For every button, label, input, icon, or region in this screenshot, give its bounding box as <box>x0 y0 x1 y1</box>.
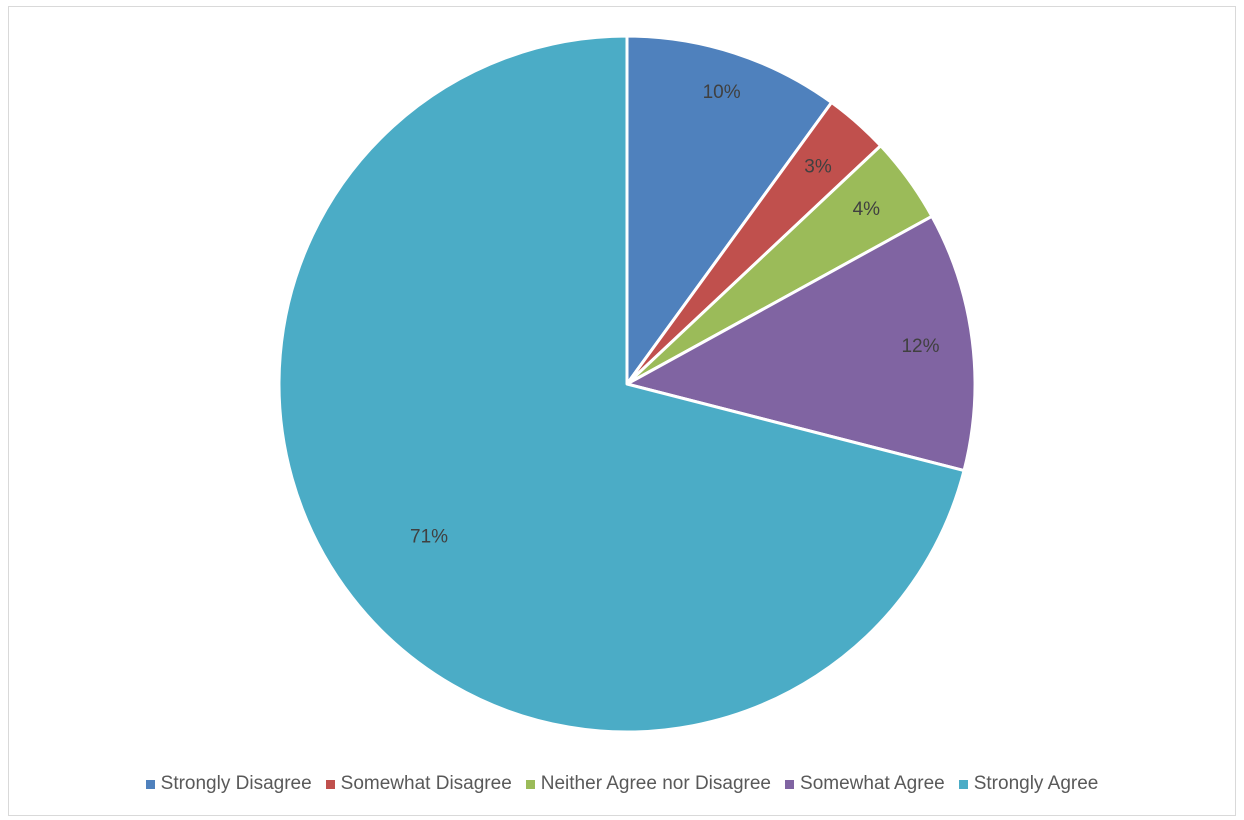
legend-label: Somewhat Agree <box>800 773 945 794</box>
legend-label: Strongly Disagree <box>160 773 312 794</box>
legend-item-strongly-agree: Strongly Agree <box>958 773 1099 795</box>
legend-swatch <box>785 779 795 789</box>
pie-slice-strongly-disagree <box>625 34 834 386</box>
data-label: 4% <box>853 199 881 220</box>
legend-item-somewhat-agree: Somewhat Agree <box>785 773 945 795</box>
pie-slice-somewhat-agree <box>625 214 977 473</box>
data-label: 10% <box>703 82 741 103</box>
legend-item-strongly-disagree: Strongly Disagree <box>145 773 312 795</box>
legend-swatch <box>525 779 535 789</box>
legend-swatch <box>325 779 335 789</box>
legend-label: Strongly Agree <box>973 773 1099 794</box>
chart-frame: 10% 3% 4% 12% 71% Strongly Disagree Somewhat… <box>8 6 1236 816</box>
legend: Strongly Disagree Somewhat Disagree Neit… <box>9 773 1235 795</box>
legend-item-neither: Neither Agree nor Disagree <box>525 773 772 795</box>
pie-chart: 10% 3% 4% 12% 71% <box>277 34 977 734</box>
legend-item-somewhat-disagree: Somewhat Disagree <box>325 773 512 795</box>
data-label: 12% <box>901 336 939 357</box>
legend-swatch <box>958 779 968 789</box>
data-label: 3% <box>804 156 832 177</box>
pie-slice-strongly-agree <box>277 34 966 734</box>
data-label: 71% <box>410 527 448 548</box>
legend-swatch <box>145 779 155 789</box>
legend-label: Somewhat Disagree <box>340 773 512 794</box>
legend-label: Neither Agree nor Disagree <box>540 773 772 794</box>
